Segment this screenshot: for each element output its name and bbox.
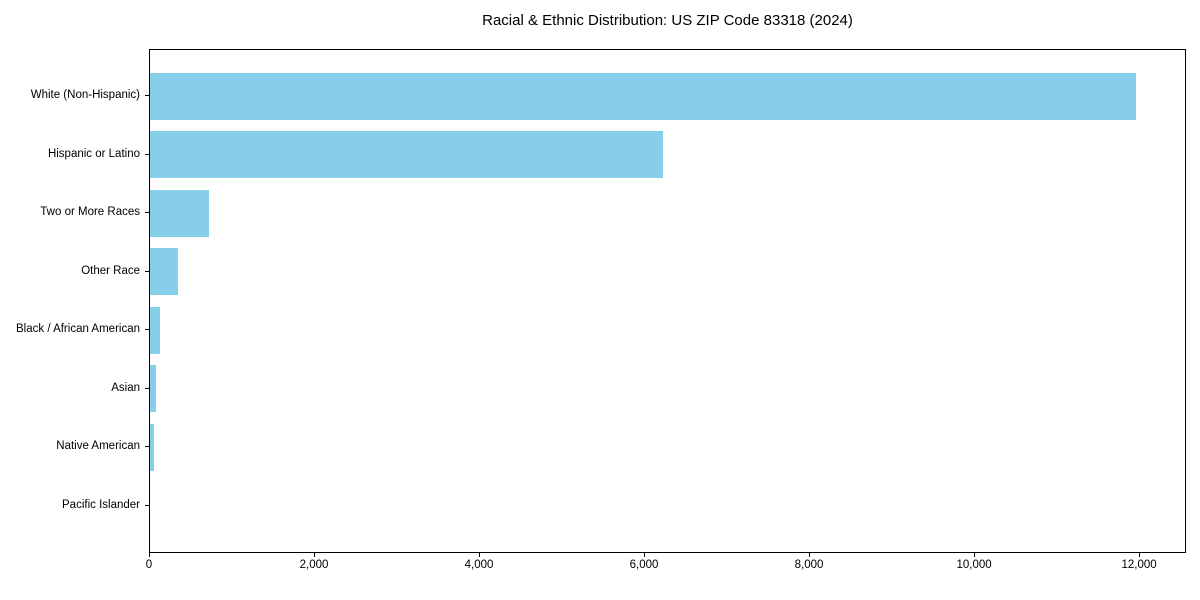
y-axis-tick xyxy=(145,504,149,506)
bar-hispanic-or-latino xyxy=(150,131,664,179)
x-axis-label: 0 xyxy=(145,559,153,571)
bar-native-american xyxy=(150,423,155,471)
chart-title: Racial & Ethnic Distribution: US ZIP Cod… xyxy=(482,12,853,29)
y-axis-tick xyxy=(145,446,149,448)
y-axis-label: Black / African American xyxy=(16,323,140,336)
x-axis-label: 6,000 xyxy=(629,559,659,571)
bar-two-or-more-races xyxy=(150,189,209,237)
x-axis-tick xyxy=(479,553,481,557)
y-axis-tick xyxy=(145,95,149,97)
x-axis-tick xyxy=(809,553,811,557)
y-axis-label: Hispanic or Latino xyxy=(47,147,140,160)
x-axis-tick xyxy=(314,553,316,557)
bar-other-race xyxy=(150,248,179,296)
y-axis-label: Other Race xyxy=(81,264,140,277)
y-axis-label: Asian xyxy=(111,381,140,394)
bar-black-african-american xyxy=(150,306,160,354)
x-axis-label: 4,000 xyxy=(464,559,494,571)
bar-asian xyxy=(150,365,157,413)
x-axis-label: 2,000 xyxy=(299,559,329,571)
y-axis-tick xyxy=(145,153,149,155)
x-axis-label: 10,000 xyxy=(956,559,992,571)
x-axis-tick xyxy=(644,553,646,557)
y-axis-tick xyxy=(145,329,149,331)
y-axis-tick xyxy=(145,270,149,272)
y-axis-label: Two or More Races xyxy=(40,206,140,219)
bar-white-non-hispanic xyxy=(150,72,1136,120)
plot-area xyxy=(149,49,1186,553)
y-axis-label: White (Non-Hispanic) xyxy=(30,89,140,102)
y-axis-tick xyxy=(145,212,149,214)
x-axis-tick xyxy=(149,553,150,557)
x-axis-label: 12,000 xyxy=(1121,559,1157,571)
y-axis-tick xyxy=(145,387,149,389)
x-axis-label: 8,000 xyxy=(794,559,824,571)
y-axis-label: Native American xyxy=(56,440,140,453)
x-axis-tick xyxy=(1139,553,1141,557)
y-axis-label: Pacific Islander xyxy=(62,498,140,511)
x-axis-tick xyxy=(974,553,976,557)
